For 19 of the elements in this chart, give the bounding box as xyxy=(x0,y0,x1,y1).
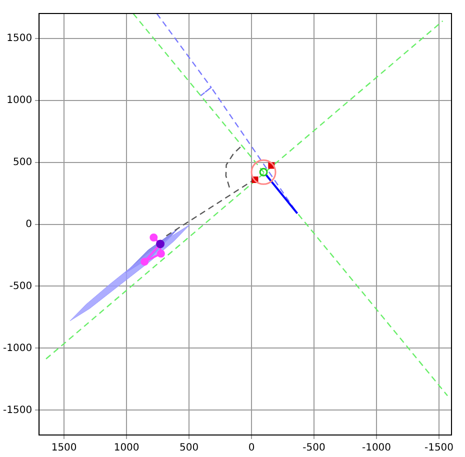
y-tick-label: 500 xyxy=(12,156,32,168)
point xyxy=(156,250,165,258)
x-tick-label: 1000 xyxy=(114,442,140,454)
line-series xyxy=(225,146,242,188)
x-tick-label: -500 xyxy=(302,442,326,454)
y-tick-label: 0 xyxy=(26,218,32,230)
x-tick-label: 500 xyxy=(179,442,199,454)
y-tick-label: -1000 xyxy=(2,342,32,354)
y-tick-label: -1500 xyxy=(2,404,32,416)
x-tick-label: -1500 xyxy=(424,442,454,454)
y-tick-label: 1500 xyxy=(6,32,32,44)
x-tick-label: -1000 xyxy=(362,442,392,454)
point xyxy=(140,258,149,266)
y-tick-label: 1000 xyxy=(6,94,32,106)
y-tick-label: -500 xyxy=(9,280,32,292)
x-tick-label: 1500 xyxy=(51,442,77,454)
point xyxy=(250,159,276,185)
x-tick-label: 0 xyxy=(248,442,255,454)
point xyxy=(150,234,158,242)
